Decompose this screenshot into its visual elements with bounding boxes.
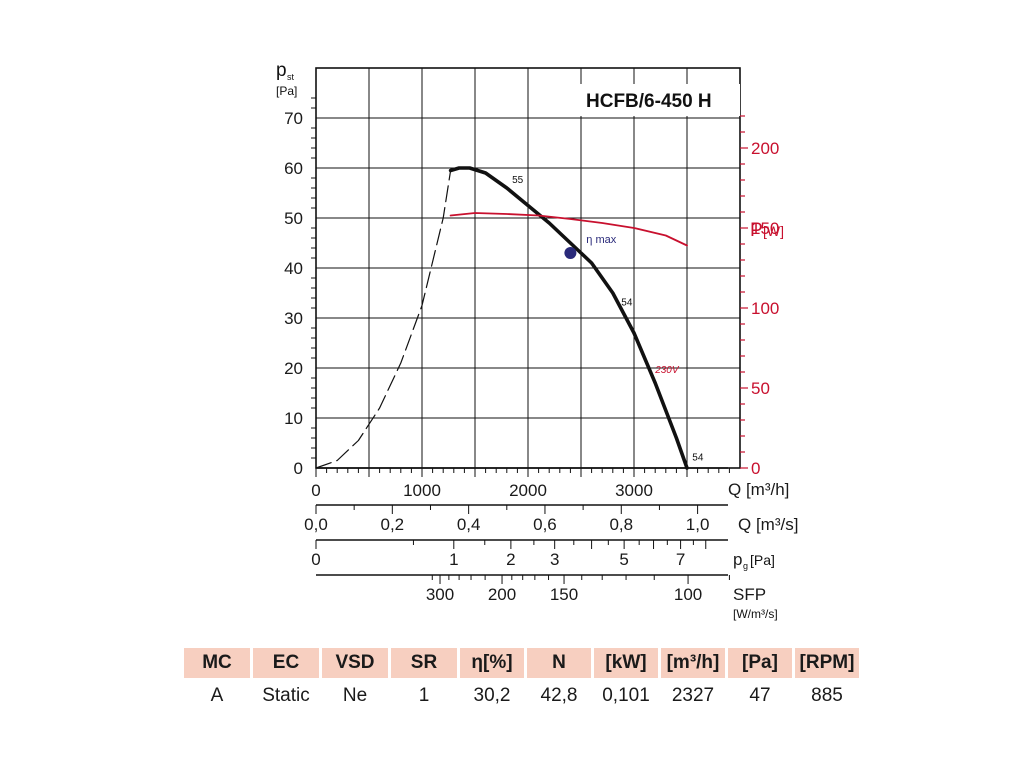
y-axis-unit: [Pa] [276,84,297,98]
y-axis-title: p st [Pa] [276,60,297,98]
x4-tick-label: 150 [550,585,578,604]
x-tick-label: 0 [311,481,320,500]
y2-tick-label: 0 [751,459,760,478]
x-tick-label: 2000 [509,481,547,500]
value-mc: A [210,685,224,706]
y-tick-label: 60 [284,159,303,178]
x-tick-label: 3000 [615,481,653,500]
y-tick-label: 30 [284,309,303,328]
spec-table-header: MC EC VSD SR η[%] N [kW] [m³/h] [Pa] [RP… [184,648,859,678]
y2-tick-label: 100 [751,299,779,318]
x4-tick-label: 300 [426,585,454,604]
y2-tick-label: 50 [751,379,770,398]
value-vsd: Ne [342,685,368,706]
header-vsd: VSD [322,648,388,678]
spec-table-row: A Static Ne 1 30,2 42,8 0,101 2327 47 88… [184,678,859,714]
x-axis-sfp-unit: [W/m³/s] [733,607,778,621]
annotation-label: 55 [512,175,524,186]
x3-tick-label: 5 [619,550,628,569]
value-sr: 1 [418,685,430,706]
header-rpm: [RPM] [795,648,859,678]
chart-series [315,166,689,470]
value-rpm: 885 [811,685,843,706]
header-sr: SR [391,648,457,678]
x2-tick-label: 0,2 [380,515,404,534]
y2-axis-ticks: 0 50 100 150 200 [740,115,779,478]
y-tick-label: 20 [284,359,303,378]
y-tick-label: 70 [284,109,303,128]
annotation-label: 230V [654,365,680,376]
x-axis-pg-unit: [Pa] [750,552,775,568]
x-axis-pg-label: p [733,550,742,569]
header-n: N [527,648,591,678]
header-pa: [Pa] [728,648,792,678]
x-axis-pg: p g [Pa] 0 1 2 3 5 7 [311,539,775,571]
x-axis-sfp-label: SFP [733,585,766,604]
value-eta: 30,2 [473,685,511,706]
value-kw: 0,101 [602,685,650,706]
annotation-label: 54 [692,453,704,464]
y2-axis-title: P [W] [750,220,784,241]
x3-tick-label: 3 [550,550,559,569]
header-mc: MC [184,648,250,678]
x2-tick-label: 0,8 [609,515,633,534]
x2-tick-label: 0,0 [304,515,328,534]
x-tick-label: 1000 [403,481,441,500]
series-line-230v [449,212,688,247]
y-axis-label-sub: st [287,72,295,82]
y-tick-label: 0 [294,459,303,478]
value-n: 42,8 [540,685,578,706]
chart-title: HCFB/6-450 H [586,91,712,112]
x4-tick-label: 200 [488,585,516,604]
x-axis-q-m3s: Q [m³/s] 0,0 0,2 0,4 0,6 0,8 1,0 [304,504,798,534]
y-axis-ticks: 0 10 20 30 40 50 60 70 [284,97,316,478]
header-kw: [kW] [594,648,658,678]
y2-axis-unit: [W] [763,223,784,239]
value-m3h: 2327 [671,685,715,706]
annotation-label: η max [586,234,616,246]
y-tick-label: 50 [284,209,303,228]
y2-tick-label: 200 [751,139,779,158]
x3-tick-label: 7 [676,550,685,569]
header-m3h: [m³/h] [661,648,725,678]
x-axis-q-m3h: Q [m³/h] 0 1000 2000 3000 [311,467,789,500]
x2-tick-label: 0,4 [457,515,481,534]
x4-tick-label: 100 [674,585,702,604]
series-line-pressure [448,166,689,470]
y2-tick-label: 150 [751,219,779,238]
series-line-system [315,169,452,469]
value-pa: 47 [749,685,771,706]
header-ec: EC [253,648,319,678]
annotation-label: 54 [621,298,633,309]
x3-tick-label: 2 [506,550,515,569]
y2-axis-label: P [750,220,763,241]
y-tick-label: 40 [284,259,303,278]
spec-table: MC EC VSD SR η[%] N [kW] [m³/h] [Pa] [RP… [181,648,862,714]
x3-tick-label: 0 [311,550,320,569]
x2-tick-label: 0,6 [533,515,557,534]
chart-grid [316,68,740,468]
value-ec: Static [262,685,310,706]
x-axis-q-m3s-label: Q [m³/s] [738,515,798,534]
chart-annotations: 55 η max 54 230V 54 [512,175,704,464]
x-axis-sfp: SFP [W/m³/s] 300 200 150 100 [316,574,778,621]
y-tick-label: 10 [284,409,303,428]
x2-tick-label: 1,0 [686,515,710,534]
header-eta: η[%] [460,648,524,678]
x3-tick-label: 1 [449,550,458,569]
chart-title-group: HCFB/6-450 H [580,84,740,116]
x-axis-pg-sub: g [743,561,748,571]
eta-max-point [564,247,577,259]
x-axis-q-m3h-label: Q [m³/h] [728,480,789,499]
y-axis-label: p [276,60,287,81]
